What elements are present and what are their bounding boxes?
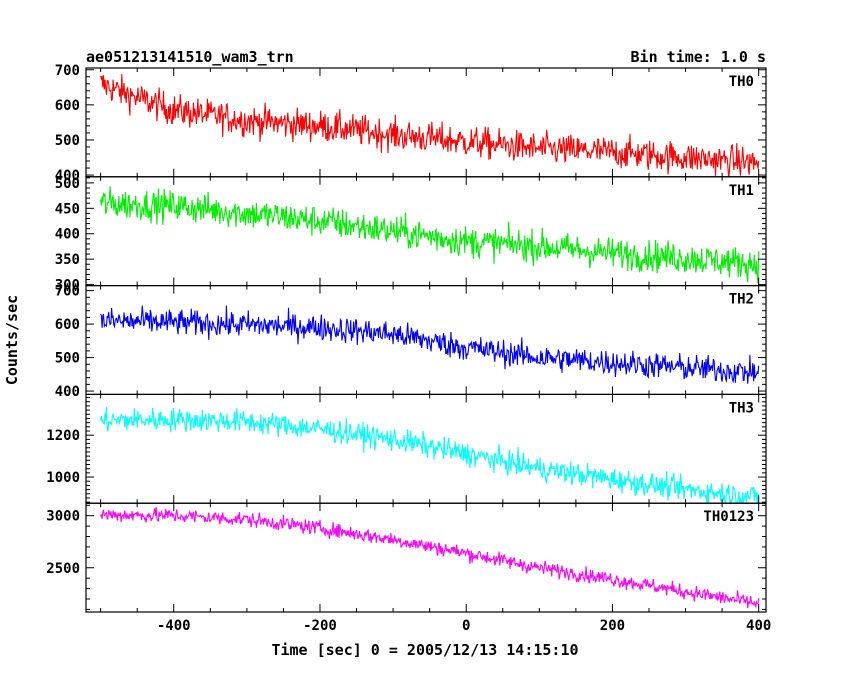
panel-th0: 400 500 600 700 TH0: [55, 63, 767, 184]
y-tick-label: 300: [55, 278, 80, 294]
panel-label: TH3: [729, 400, 754, 416]
series-line-th1: [100, 186, 760, 284]
panel-frame: [85, 285, 767, 396]
series-line-th2: [100, 305, 760, 384]
panel-label: TH0: [729, 74, 754, 90]
y-tick-label: 400: [55, 227, 80, 243]
panel-label: TH2: [729, 292, 754, 308]
y-tick-label: 400: [55, 384, 80, 400]
x-tick-label: 400: [746, 618, 771, 634]
panel-th2: 400 500 600 700 TH2: [55, 284, 767, 400]
panel-frame: [85, 176, 767, 287]
x-tick-label: 0: [462, 618, 470, 634]
x-axis-label: Time [sec] 0 = 2005/12/13 14:15:10: [271, 641, 578, 659]
y-tick-label: 600: [55, 317, 80, 333]
panel-th3: 1000 1200 TH3: [46, 393, 767, 504]
series-line-th0: [100, 74, 760, 177]
y-tick-label: 450: [55, 201, 80, 217]
y-axis-label: Counts/sec: [3, 295, 21, 385]
chart-title-left: ae051213141510_wam3_trn: [86, 48, 294, 66]
x-tick-label: -200: [303, 618, 337, 634]
panel-th1: 300 350 400 450 500 TH1: [55, 176, 767, 294]
x-tick-label: 200: [600, 618, 625, 634]
panel-label: TH1: [729, 183, 754, 199]
y-tick-label: 500: [55, 351, 80, 367]
y-tick-label: 1000: [46, 470, 80, 486]
chart-title-right: Bin time: 1.0 s: [631, 48, 766, 66]
y-tick-label: 700: [55, 63, 80, 79]
y-tick-label: 500: [55, 133, 80, 149]
y-tick-label: 700: [55, 284, 80, 300]
panel-th0123: 2500 3000 TH0123: [46, 502, 767, 613]
series-line-th0123: [100, 506, 760, 609]
y-tick-label: 400: [55, 168, 80, 184]
series-line-th3: [100, 406, 760, 504]
y-tick-label: 3000: [46, 509, 80, 525]
y-tick-label: 2500: [46, 561, 80, 577]
y-tick-label: 600: [55, 98, 80, 114]
panel-frame: [85, 502, 767, 613]
y-tick-label: 350: [55, 252, 80, 268]
x-tick-label: -400: [157, 618, 191, 634]
y-tick-label: 1200: [46, 428, 80, 444]
panel-label: TH0123: [703, 509, 754, 525]
y-tick-label: 500: [55, 176, 80, 192]
